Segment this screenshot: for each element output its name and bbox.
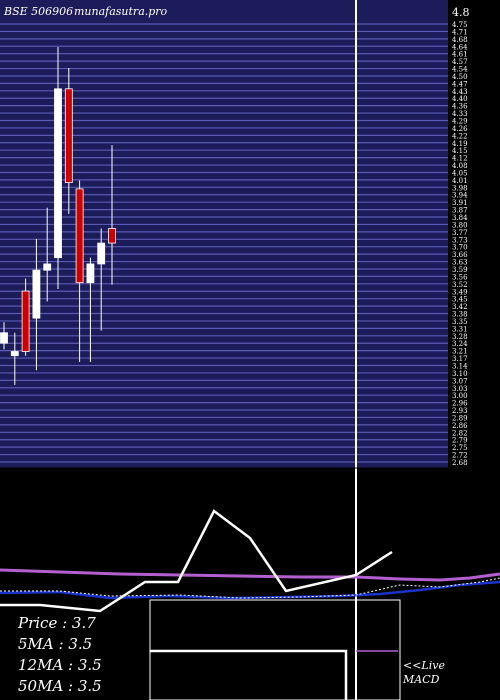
y-tick-label: 4.08 [452,162,468,170]
candle-body [21,290,30,352]
y-tick-label: 4.61 [452,51,468,59]
y-tick-label: 3.24 [452,340,468,348]
candle-body [32,269,41,319]
y-tick-label: 2.72 [452,452,468,460]
y-tick-label: 3.17 [452,355,468,363]
y-tick-label: 3.73 [452,236,468,244]
y-tick-label: 3.21 [452,348,468,356]
y-tick-label: 4.15 [452,147,468,155]
y-tick-label: 2.96 [452,400,468,408]
price-gridlines [0,23,448,463]
y-tick-label: 4.22 [452,132,468,140]
y-tick-label: 2.86 [452,422,468,430]
y-tick-label: 3.10 [452,370,468,378]
y-axis-top-label: 4.8 [452,6,470,19]
y-tick-label: 4.36 [452,103,468,111]
candle-body [86,263,95,284]
y-tick-label: 2.68 [452,459,468,467]
y-tick-label: 4.75 [452,21,468,29]
y-tick-label: 3.66 [452,251,468,259]
live-macd-label-line1: <<Live [403,659,445,672]
y-tick-label: 3.14 [452,362,468,370]
candle-body [54,88,62,259]
price-readout: Price : 3.7 [18,614,96,632]
y-tick-label: 3.91 [452,199,468,207]
y-tick-label: 3.59 [452,266,468,274]
y-tick-label: 4.01 [452,177,468,185]
candle-body [75,188,84,284]
ma5-readout: 5MA : 3.5 [18,635,93,653]
candle-body [0,332,8,344]
y-axis-tick-labels: 4.754.714.684.644.614.574.544.504.474.43… [452,21,468,467]
y-tick-label: 3.35 [452,318,468,326]
y-tick-label: 3.87 [452,207,468,215]
y-tick-label: 3.63 [452,259,468,267]
y-tick-label: 2.82 [452,429,468,437]
y-tick-label: 3.56 [452,273,468,281]
ma50-readout: 50MA : 3.5 [18,677,102,695]
y-tick-label: 3.45 [452,296,468,304]
y-tick-label: 2.79 [452,437,468,445]
y-tick-label: 4.19 [452,140,468,148]
y-tick-label: 3.84 [452,214,468,222]
y-tick-label: 4.26 [452,125,468,133]
candlesticks [0,47,116,385]
y-tick-label: 3.70 [452,244,468,252]
candle-body [97,242,106,265]
header-symbol: BSE 506906 [3,5,73,18]
y-tick-label: 3.77 [452,229,468,237]
y-tick-label: 4.05 [452,169,468,177]
y-tick-label: 2.75 [452,444,468,452]
signal-dotted-line [0,577,500,599]
y-tick-label: 2.93 [452,407,468,415]
candle-body [108,228,116,244]
y-tick-label: 3.28 [452,333,468,341]
y-tick-label: 2.89 [452,414,468,422]
candle-body [43,263,52,271]
moving-average-purple [0,568,500,582]
live-macd-label-line2: MACD [403,673,440,686]
y-tick-label: 4.40 [452,95,468,103]
y-tick-label: 3.49 [452,288,468,296]
price-line-white [0,509,393,613]
y-tick-label: 3.98 [452,184,468,192]
y-tick-label: 4.43 [452,88,468,96]
y-tick-label: 4.47 [452,80,468,88]
candle-body [64,88,73,184]
ma12-readout: 12MA : 3.5 [18,656,102,674]
price-panel-background [0,0,448,468]
y-tick-label: 4.33 [452,110,468,118]
y-tick-label: 4.71 [452,28,468,36]
y-tick-label: 4.54 [452,66,468,74]
y-tick-label: 4.57 [452,58,468,66]
y-tick-label: 4.29 [452,118,468,126]
y-tick-label: 4.64 [452,43,468,51]
y-tick-label: 3.52 [452,281,468,289]
y-tick-label: 3.38 [452,311,468,319]
moving-average-blue [0,580,500,600]
y-tick-label: 3.00 [452,392,468,400]
y-tick-label: 3.07 [452,377,468,385]
y-tick-label: 3.03 [452,385,468,393]
y-tick-label: 3.94 [452,192,468,200]
y-tick-label: 4.50 [452,73,468,81]
y-tick-label: 3.42 [452,303,468,311]
y-tick-label: 4.68 [452,36,468,44]
y-tick-label: 4.12 [452,155,468,163]
y-tick-label: 3.31 [452,325,468,333]
candle-body [10,351,19,357]
y-tick-label: 3.80 [452,221,468,229]
header-site: munafasutra.pro [74,5,168,18]
macd-line [150,649,348,700]
